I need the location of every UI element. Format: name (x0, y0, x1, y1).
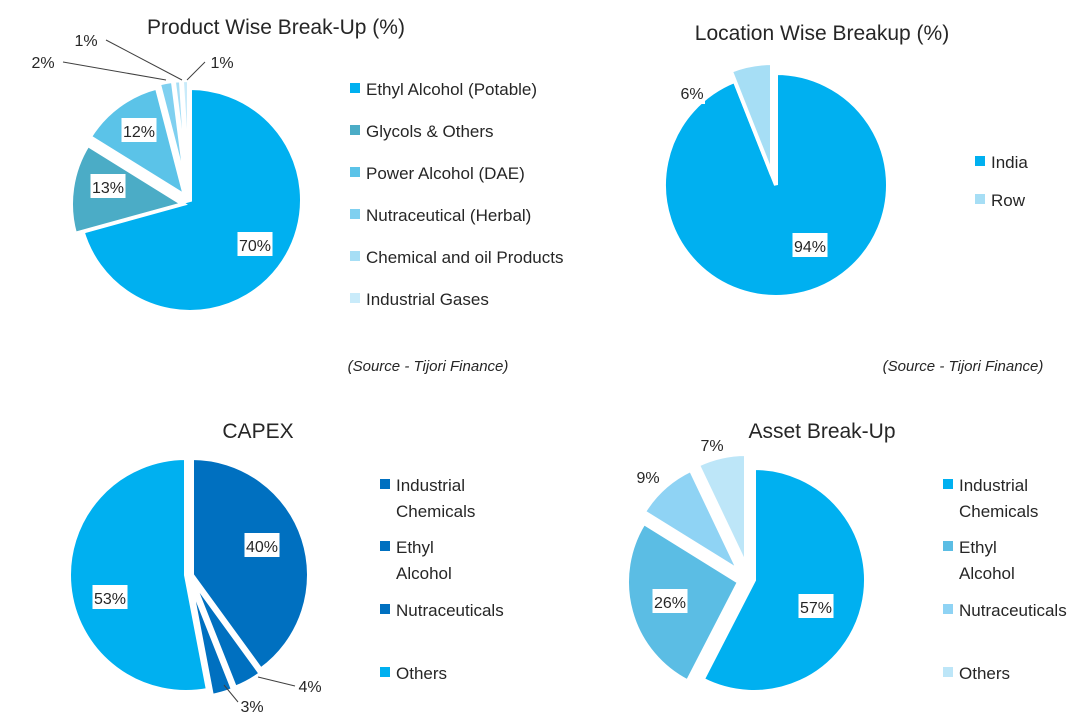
data-label: 7% (700, 438, 723, 455)
source-note-2: (Source - Tijori Finance) (883, 358, 1044, 375)
chart-title: Asset Break-Up (748, 420, 895, 443)
pie-slice-4 (695, 451, 748, 567)
legend-swatch (380, 667, 390, 677)
data-label: 9% (636, 470, 659, 487)
data-label-box (798, 594, 834, 618)
legend-label: Alcohol (959, 564, 1015, 583)
data-label: 26% (654, 595, 686, 612)
legend-swatch (350, 251, 360, 261)
pie-slice-1 (190, 455, 311, 673)
pie-chart-1: Product Wise Break-Up (%) 70% 13% 12% 2% 1% 1%… (31, 16, 563, 314)
legend-label: Row (991, 191, 1026, 210)
legend: Industrial Chemicals Ethyl Alcohol Nutraceut… (943, 476, 1067, 683)
legend-label: Ethyl Alcohol (Potable) (366, 80, 537, 99)
legend-swatch (380, 604, 390, 614)
pie-chart-4: Asset Break-Up 57% 26% 9% 7% Industrial Chemic… (625, 420, 1067, 694)
legend-label: Nutraceuticals (959, 601, 1067, 620)
leader-line (223, 684, 239, 703)
legend-swatch (943, 541, 953, 551)
pie-slice-2 (190, 577, 264, 691)
pie-slice-1 (699, 465, 868, 694)
legend-swatch (975, 194, 985, 204)
legend-swatch (350, 167, 360, 177)
legend-swatch (943, 479, 953, 489)
legend-label: Alcohol (396, 564, 452, 583)
pie-slice-4 (67, 455, 211, 694)
legend-label: Power Alcohol (DAE) (366, 164, 525, 183)
legend-label: Chemicals (959, 502, 1038, 521)
legend-label: Nutraceutical (Herbal) (366, 206, 531, 225)
leader-line (62, 61, 167, 81)
chart-title: Location Wise Breakup (%) (695, 22, 949, 45)
data-label: 12% (123, 124, 155, 141)
data-label-box (237, 232, 273, 256)
legend-swatch (350, 293, 360, 303)
data-label: 70% (239, 238, 271, 255)
data-label: 1% (74, 33, 97, 50)
data-label-box (92, 585, 128, 609)
legend-swatch (350, 125, 360, 135)
leader-line (186, 61, 206, 81)
data-label: 53% (94, 591, 126, 608)
data-label: 1% (210, 55, 233, 72)
data-label-box (90, 174, 126, 198)
legend: Industrial Chemicals Ethyl Alcohol Nutraceut… (380, 476, 504, 683)
legend-swatch (380, 541, 390, 551)
legend-swatch (350, 83, 360, 93)
legend-swatch (975, 156, 985, 166)
pie-chart-3: CAPEX 40% 4% 3% 53% Industrial Chemicals Ethyl A… (67, 420, 504, 716)
pie-slice-2 (69, 142, 188, 237)
legend: Ethyl Alcohol (Potable) Glycols & Others P… (350, 80, 563, 309)
legend-label: India (991, 153, 1028, 172)
data-label-box (652, 589, 688, 613)
legend-label: Glycols & Others (366, 122, 494, 141)
pie-slice-1 (662, 70, 890, 299)
legend-swatch (380, 479, 390, 489)
legend-label: Industrial (396, 476, 465, 495)
legend: India Row (975, 153, 1028, 210)
leader-line (105, 39, 183, 81)
data-label: 3% (240, 699, 263, 716)
data-label: 94% (794, 239, 826, 256)
pie-slice-3 (188, 580, 236, 699)
legend-label: Chemical and oil Products (366, 248, 563, 267)
chart-title: Product Wise Break-Up (%) (147, 16, 405, 39)
data-label: 57% (800, 600, 832, 617)
pie-slice-2 (728, 60, 774, 176)
legend-label: Industrial Gases (366, 290, 489, 309)
data-label-box (121, 118, 157, 142)
legend-label: Others (959, 664, 1010, 683)
data-label: 2% (31, 55, 54, 72)
legend-label: Industrial (959, 476, 1028, 495)
pie-chart-2: Location Wise Breakup (%) 94% 6% India Row (662, 22, 1028, 299)
legend-label: Ethyl (959, 538, 997, 557)
legend-label: Others (396, 664, 447, 683)
legend-swatch (943, 667, 953, 677)
pie-slice-6 (179, 77, 191, 193)
chart-title: CAPEX (222, 420, 293, 443)
data-label-box (244, 533, 280, 557)
legend-label: Chemicals (396, 502, 475, 521)
data-label-box (679, 80, 705, 104)
data-label-box (792, 233, 828, 257)
legend-swatch (943, 604, 953, 614)
legend-label: Nutraceuticals (396, 601, 504, 620)
pie-slice-3 (641, 467, 744, 577)
data-label: 40% (246, 539, 278, 556)
data-label: 13% (92, 180, 124, 197)
leader-line (257, 676, 296, 687)
source-note-1: (Source - Tijori Finance) (348, 358, 509, 375)
legend-swatch (350, 209, 360, 219)
data-label: 4% (298, 679, 321, 696)
legend-label: Ethyl (396, 538, 434, 557)
data-label: 6% (680, 86, 703, 103)
